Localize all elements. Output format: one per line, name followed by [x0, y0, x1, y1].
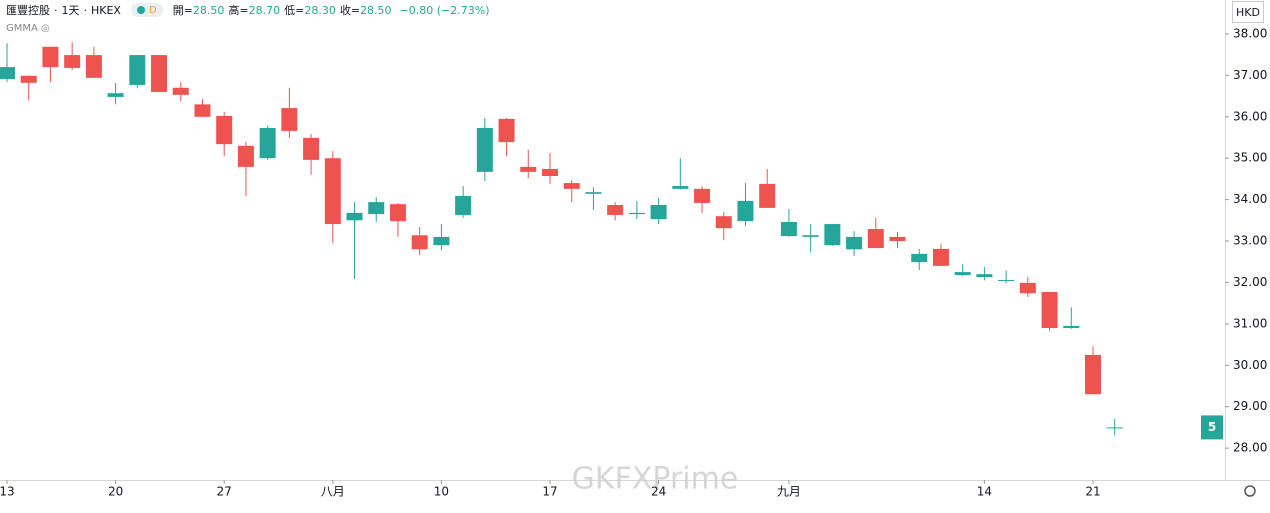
candle-body — [259, 127, 276, 159]
ohlc-label: 收= — [339, 4, 361, 17]
candle-body — [759, 183, 776, 208]
indicator-name: GMMA — [6, 23, 38, 34]
candle-body — [802, 235, 819, 237]
candle-body — [85, 55, 102, 78]
exchange: HKEX — [91, 3, 121, 17]
candle-body — [389, 204, 406, 222]
x-tick-label: 10 — [434, 485, 449, 499]
y-tick-label: 28.00 — [1233, 441, 1267, 455]
indicator[interactable]: GMMA ◎ — [6, 23, 50, 34]
candle-body — [824, 224, 841, 246]
candle-body — [281, 108, 298, 131]
candle-body — [324, 158, 341, 225]
legend-header: 匯豐控股 · 1天 · HKEX D 開=28.50 高=28.70 低=28.30 收=… — [6, 2, 490, 18]
y-tick-label: 33.00 — [1233, 234, 1267, 248]
x-tick-label: 13 — [0, 485, 15, 499]
candle-body — [194, 104, 211, 117]
currency[interactable]: HKD — [1232, 1, 1264, 23]
candle-body — [1085, 354, 1101, 395]
candle-body — [585, 192, 602, 194]
last-price-box — [1201, 415, 1223, 440]
candle-body — [867, 229, 884, 249]
candle-body — [129, 55, 146, 85]
last-price-label: 5 — [1208, 420, 1216, 434]
candle-body — [607, 205, 624, 215]
candle-body — [694, 188, 711, 203]
ohlc-value: 28.50 — [192, 4, 225, 17]
y-tick-label: 34.00 — [1233, 192, 1267, 206]
badge-label: D — [148, 4, 157, 16]
candle-body — [498, 118, 515, 143]
x-tick-label: 14 — [977, 485, 992, 499]
candle-body — [411, 235, 428, 250]
candle-body — [1106, 427, 1123, 429]
settings-icon[interactable] — [1244, 485, 1256, 497]
y-tick-label: 31.00 — [1233, 316, 1267, 330]
candle-body — [368, 202, 385, 215]
candle-body — [476, 127, 493, 172]
ohlc: 開=28.50 高=28.70 低=28.30 收=28.50 — [173, 2, 396, 18]
candle-body — [42, 46, 59, 68]
candle-body — [846, 236, 863, 250]
y-tick-label: 30.00 — [1233, 358, 1267, 372]
symbol: 匯豐控股 — [6, 4, 50, 17]
candle-body — [1019, 282, 1036, 294]
y-tick-label: 32.00 — [1233, 275, 1267, 289]
y-tick-label: 37.00 — [1233, 68, 1267, 82]
candle-body — [20, 75, 37, 83]
candle-body — [911, 253, 928, 263]
ohlc-label: 高= — [228, 4, 249, 17]
candle-body — [976, 274, 993, 278]
candle-body — [672, 185, 689, 189]
candle-body — [542, 168, 558, 177]
candle-body — [1041, 291, 1058, 329]
candle-body — [932, 248, 949, 266]
candle-body — [998, 279, 1015, 281]
candle-body — [455, 195, 472, 215]
candle-body — [216, 115, 233, 145]
candle-body — [172, 87, 189, 95]
y-tick-label: 35.00 — [1233, 151, 1267, 165]
candle-body — [954, 272, 971, 275]
candle-body — [889, 236, 906, 242]
candle-body — [64, 55, 81, 68]
x-tick-label: 20 — [108, 485, 123, 499]
x-tick-label: 21 — [1085, 485, 1100, 499]
candle-body — [0, 67, 15, 80]
candle-body — [715, 216, 732, 229]
candle-body — [433, 236, 450, 246]
y-tick-label: 29.00 — [1233, 399, 1267, 413]
x-tick-label: 17 — [542, 485, 557, 499]
candle-body — [563, 183, 580, 189]
candle-body — [650, 205, 667, 220]
x-tick-label: 九月 — [777, 485, 801, 499]
candle-body — [346, 212, 363, 221]
ohlc-value: 28.70 — [248, 4, 281, 17]
candle-body — [628, 212, 645, 215]
candle-body — [107, 93, 124, 97]
ohlc-value: 28.30 — [304, 4, 336, 17]
candle-body — [780, 221, 797, 237]
y-tick-label: 36.00 — [1233, 109, 1267, 123]
candle-body — [520, 166, 537, 172]
candle-body — [151, 55, 168, 92]
y-tick-label: 38.00 — [1233, 26, 1267, 40]
candle-body — [737, 200, 754, 222]
x-tick-label: 八月 — [321, 485, 345, 499]
watermark: GKFXPrime — [572, 462, 739, 497]
ohlc-value: 28.50 — [360, 4, 392, 17]
ohlc-label: 開= — [172, 4, 193, 17]
candle-body — [303, 137, 320, 160]
status-badge[interactable]: D — [130, 3, 163, 17]
x-tick-label: 24 — [651, 485, 666, 499]
ohlc-label: 低= — [284, 4, 305, 17]
change: −0.80 (−2.73%) — [399, 3, 490, 17]
candle-body — [1063, 325, 1080, 329]
x-tick-label: 27 — [217, 485, 232, 499]
candle-body — [237, 145, 254, 167]
interval: 1天 — [61, 4, 80, 17]
